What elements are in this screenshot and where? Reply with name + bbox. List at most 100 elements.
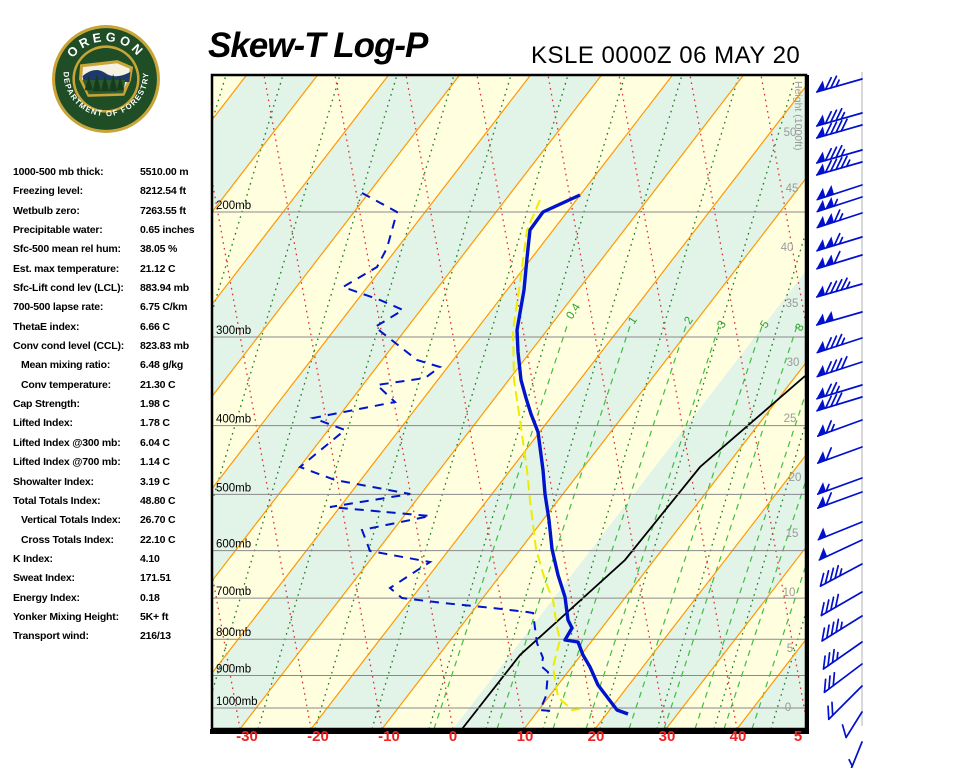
wind-barb (848, 741, 863, 768)
index-label: Freezing level: (13, 185, 83, 198)
mixing-ratio-line (694, 390, 806, 729)
isotherm-line (212, 75, 390, 306)
index-value: 6.66 C (140, 320, 170, 333)
pressure-label: 700mb (216, 586, 251, 598)
temperature-axis-label: -30 (236, 728, 258, 745)
index-row: Showalter Index: 3.19 C (13, 474, 213, 493)
index-label: Lifted Index: (13, 417, 73, 430)
wind-barb (816, 477, 863, 495)
temperature-axis-label: -20 (307, 728, 329, 745)
pressure-label: 1000mb (216, 696, 258, 708)
index-row: 1000-500 mb thick: 5510.00 m (13, 164, 213, 183)
index-label: Lifted Index @300 mb: (13, 436, 121, 449)
dry-adiabat-line (428, 75, 626, 729)
height-axis-label: 50 (784, 127, 797, 139)
index-row: ThetaE index: 6.66 C (13, 319, 213, 338)
index-label: Sfc-500 mean rel hum: (13, 243, 121, 256)
index-label: Total Totals Index: (13, 494, 101, 507)
isotherm-line (665, 546, 806, 729)
moist-adiabat-line (618, 75, 738, 729)
wind-barb (815, 75, 863, 93)
logo-emblem (78, 60, 134, 97)
isotherm-line (381, 177, 806, 729)
index-row: Cap Strength: 1.98 C (13, 396, 213, 415)
index-value: 7263.55 ft (140, 204, 186, 217)
height-axis-label: 40 (781, 242, 794, 254)
isotherm-line (310, 85, 806, 729)
dry-adiabat-line (212, 75, 341, 505)
mixing-ratio-line (433, 322, 569, 729)
skewt-chart: 200mb 300mb 400mb 500mb 600mb 700mb 800mb 900mb… (210, 73, 809, 745)
temperature-axis-label: 20 (588, 728, 605, 745)
index-row: Sfc-Lift cond lev (LCL): 883.94 mb (13, 280, 213, 299)
dry-adiabat-line (257, 75, 455, 729)
index-row: Yonker Mixing Height: 5K+ ft (13, 609, 213, 628)
mixing-ratio-label: 5 (758, 319, 772, 331)
pressure-label: 300mb (216, 325, 251, 337)
index-label: Showalter Index: (13, 475, 94, 488)
index-value: 38.05 % (140, 243, 178, 256)
isotherm-line (594, 453, 806, 729)
temperature-axis-label: -10 (378, 728, 400, 745)
index-row: Wetbulb zero: 7263.55 ft (13, 203, 213, 222)
wind-barb (816, 196, 863, 213)
index-value: 21.30 C (140, 378, 176, 391)
index-row: Transport wind: 216/13 (13, 628, 213, 647)
index-row: Lifted Index: 1.78 C (13, 415, 213, 434)
index-value: 8212.54 ft (140, 185, 186, 198)
pressure-label: 500mb (216, 482, 251, 494)
moist-adiabat-line (405, 75, 525, 729)
pressure-label: 400mb (216, 414, 251, 426)
index-row: Cross Totals Index: 22.10 C (13, 532, 213, 551)
wetbulb-trace (511, 199, 581, 712)
zero-isotherm-line (461, 375, 806, 729)
isotherm-line (212, 75, 603, 582)
dry-adiabat-line (212, 75, 284, 315)
index-label: Mean mixing ratio: (21, 359, 111, 372)
wind-barb (841, 711, 863, 739)
index-row: Freezing level: 8212.54 ft (13, 183, 213, 202)
wind-barb (818, 539, 863, 561)
pressure-label: 600mb (216, 539, 251, 551)
index-label: Conv cond level (CCL): (13, 340, 125, 353)
mixing-ratio-label: 1 (626, 315, 640, 327)
index-value: 6.48 g/kg (140, 359, 184, 372)
height-axis-label: 15 (786, 528, 799, 540)
dry-adiabat-line (371, 75, 569, 729)
moist-adiabat-line (212, 176, 312, 729)
index-row: Vertical Totals Index: 26.70 C (13, 512, 213, 531)
height-axis-label: 5 (787, 643, 793, 655)
height-axis-label: 35 (786, 298, 799, 310)
index-label: Cross Totals Index: (21, 533, 114, 546)
index-label: Sfc-Lift cond lev (LCL): (13, 282, 124, 295)
moist-adiabat-line (334, 75, 454, 729)
index-label: Cap Strength: (13, 398, 80, 411)
index-value: 216/13 (140, 630, 171, 643)
wind-barb (817, 521, 863, 541)
index-row: Total Totals Index: 48.80 C (13, 493, 213, 512)
moist-adiabat-line (547, 75, 667, 729)
pressure-label: 900mb (216, 664, 251, 676)
index-value: 5K+ ft (140, 610, 169, 623)
dry-adiabat-line (314, 75, 512, 729)
moist-adiabat-line (212, 570, 241, 729)
index-row: Precipitable water: 0.65 inches (13, 222, 213, 241)
wind-barb (816, 333, 863, 354)
pressure-label: 800mb (216, 627, 251, 639)
index-value: 21.12 C (140, 262, 176, 275)
isotherm-line (212, 75, 532, 490)
isotherm-band (212, 75, 744, 729)
index-label: 1000-500 mb thick: (13, 166, 104, 178)
mixing-ratio-label: 3 (715, 319, 729, 331)
wind-barb (816, 491, 863, 509)
wind-barb (816, 209, 863, 229)
wind-barb (819, 563, 863, 587)
index-value: 1.14 C (140, 456, 170, 469)
sounding-indices-panel: 1000-500 mb thick: 5510.00 m Freezing leve… (13, 164, 213, 648)
wind-barb (816, 446, 863, 464)
wind-barb (816, 419, 863, 437)
dry-adiabat-line (212, 75, 398, 695)
mixing-ratio-label: 8 (793, 322, 807, 334)
wind-barb (815, 310, 863, 326)
height-axis-label: 45 (786, 183, 799, 195)
